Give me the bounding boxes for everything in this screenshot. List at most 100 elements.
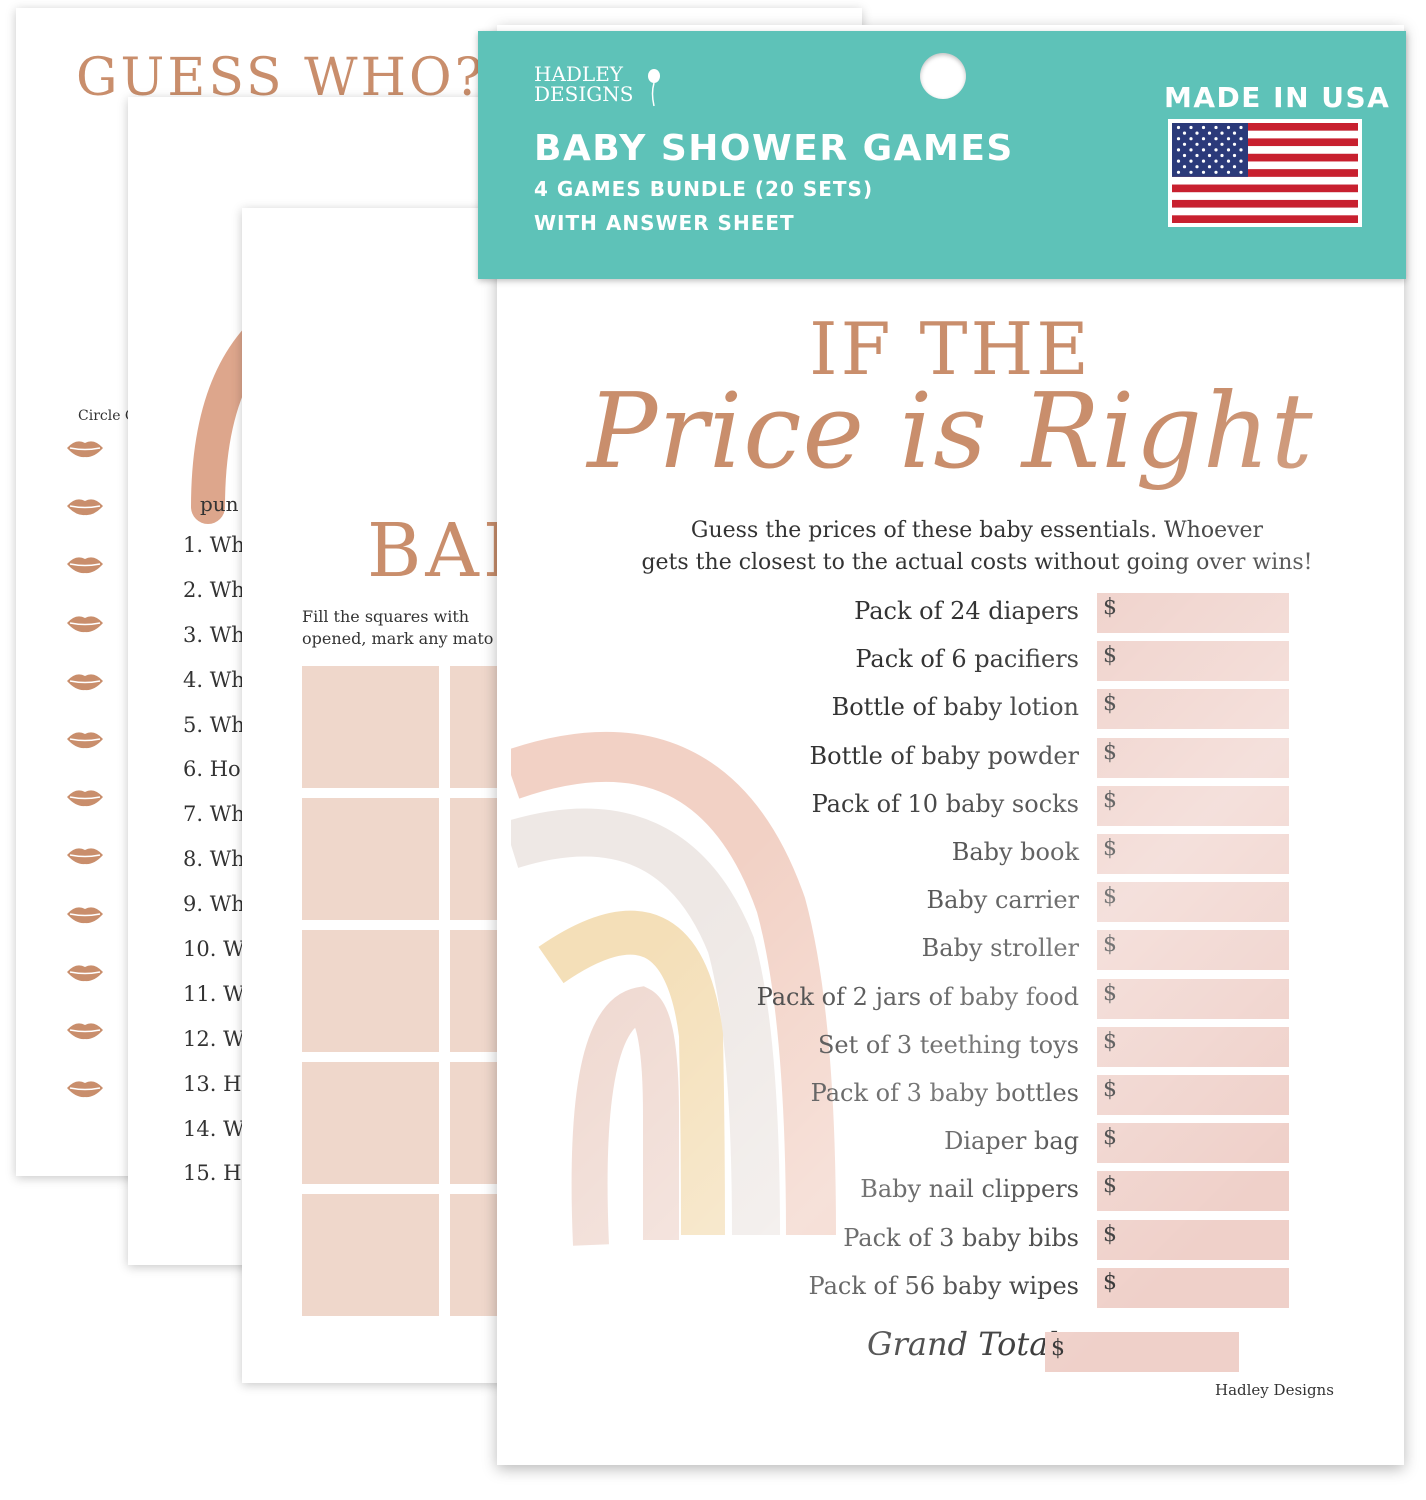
question-item: 9. Wh — [183, 892, 245, 917]
price-item-label: Baby carrier — [926, 886, 1079, 915]
currency-symbol: $ — [1103, 643, 1117, 669]
price-input-box[interactable]: $ — [1097, 1026, 1289, 1067]
price-item-row: Pack of 10 baby socks $ — [497, 785, 1404, 826]
made-in-usa-label: MADE IN USA — [1164, 81, 1391, 114]
usa-flag-icon — [1172, 123, 1358, 223]
currency-symbol: $ — [1051, 1336, 1065, 1361]
price-item-row: Pack of 56 baby wipes $ — [497, 1267, 1404, 1308]
lips-icon — [66, 1078, 104, 1098]
balloon-icon — [648, 69, 660, 107]
question-item: 12. W — [183, 1026, 245, 1051]
price-input-box[interactable]: $ — [1097, 641, 1289, 682]
bingo-cell[interactable] — [302, 798, 439, 920]
price-item-row: Baby carrier $ — [497, 882, 1404, 923]
price-input-box[interactable]: $ — [1097, 689, 1289, 730]
lips-icon — [66, 845, 104, 865]
currency-symbol: $ — [1103, 1077, 1117, 1102]
question-item: 3. Wh — [183, 622, 245, 647]
price-input-box[interactable]: $ — [1097, 834, 1289, 874]
price-item-label: Set of 3 teething toys — [817, 1030, 1079, 1059]
price-input-box[interactable]: $ — [1097, 785, 1289, 826]
price-item-label: Baby stroller — [921, 934, 1079, 963]
lips-icon — [66, 787, 104, 807]
lips-icon — [66, 496, 104, 516]
header-title: BABY SHOWER GAMES — [534, 128, 1014, 169]
header-subtitle1: 4 GAMES BUNDLE (20 SETS) — [534, 177, 874, 201]
currency-symbol: $ — [1103, 1125, 1117, 1151]
price-item-row: Set of 3 teething toys $ — [497, 1026, 1404, 1067]
hang-hole — [920, 53, 966, 99]
price-item-row: Baby stroller $ — [497, 930, 1404, 971]
question-item: 10. W — [183, 937, 245, 962]
price-item-row: Pack of 3 baby bottles $ — [497, 1075, 1404, 1115]
price-item-row: Baby nail clippers $ — [497, 1171, 1404, 1212]
price-item-label: Pack of 10 baby socks — [811, 789, 1079, 818]
currency-symbol: $ — [1103, 691, 1117, 717]
price-item-row: Baby book $ — [497, 834, 1404, 874]
lips-icon — [66, 729, 104, 749]
price-input-box[interactable]: $ — [1097, 737, 1289, 778]
price-item-row: Pack of 24 diapers $ — [497, 593, 1404, 633]
price-item-label: Pack of 6 pacifiers — [855, 645, 1079, 674]
grand-total-label: Grand Total: — [867, 1325, 1070, 1363]
price-item-label: Bottle of baby powder — [809, 741, 1079, 770]
price-input-box[interactable]: $ — [1097, 1171, 1289, 1212]
bingo-cell[interactable] — [302, 666, 439, 788]
question-item: 1. Wh — [183, 533, 245, 557]
bingo-instructions-line2: opened, mark any mato — [302, 629, 494, 648]
bingo-cell[interactable] — [302, 930, 439, 1052]
game-title-script: Price is Right — [587, 370, 1314, 492]
lips-icon — [66, 613, 104, 633]
grand-total-field[interactable]: $ — [1045, 1332, 1239, 1372]
price-input-box[interactable]: $ — [1097, 1219, 1289, 1260]
currency-symbol: $ — [1103, 1173, 1117, 1199]
price-item-label: Pack of 56 baby wipes — [808, 1271, 1079, 1300]
currency-symbol: $ — [1103, 739, 1117, 765]
price-input-box[interactable]: $ — [1097, 930, 1289, 971]
lips-icon — [66, 554, 104, 574]
bingo-cell[interactable] — [302, 1194, 439, 1316]
price-item-label: Pack of 24 diapers — [854, 597, 1079, 625]
currency-symbol: $ — [1103, 1269, 1117, 1295]
game-intro-line1: Guess the prices of these baby essential… — [690, 518, 1264, 543]
question-item: 2. Wh — [183, 577, 245, 602]
question-item: 5. Wh — [183, 712, 245, 737]
bingo-cell[interactable] — [302, 1062, 439, 1184]
price-input-box[interactable]: $ — [1097, 593, 1289, 633]
question-item: 8. Wh — [183, 847, 245, 872]
price-item-label: Baby book — [951, 838, 1079, 866]
price-item-row: Diaper bag $ — [497, 1123, 1404, 1164]
price-input-box[interactable]: $ — [1097, 882, 1289, 923]
question-item: 15. H — [183, 1161, 242, 1186]
lips-column — [66, 438, 104, 1136]
lips-icon — [66, 438, 104, 458]
header-subtitle2: WITH ANSWER SHEET — [534, 211, 795, 235]
question-item: 11. W — [183, 981, 245, 1006]
currency-symbol: $ — [1103, 980, 1117, 1006]
question-item: 4. Wh — [183, 667, 245, 692]
brand-line2: DESIGNS — [534, 82, 634, 106]
questions-intro: pun — [200, 492, 239, 516]
price-item-label: Pack of 2 jars of baby food — [756, 982, 1079, 1011]
price-input-box[interactable]: $ — [1097, 978, 1289, 1019]
bingo-title: BAI — [367, 508, 517, 594]
circle-instruction: Circle C — [78, 408, 136, 424]
lips-icon — [66, 962, 104, 982]
currency-symbol: $ — [1103, 595, 1117, 620]
price-item-row: Bottle of baby lotion $ — [497, 689, 1404, 730]
currency-symbol: $ — [1103, 836, 1117, 861]
price-input-box[interactable]: $ — [1097, 1123, 1289, 1164]
price-item-label: Diaper bag — [944, 1127, 1079, 1156]
price-item-row: Pack of 2 jars of baby food $ — [497, 978, 1404, 1019]
currency-symbol: $ — [1103, 1221, 1117, 1247]
brand-line1: HADLEY — [534, 62, 624, 86]
price-input-box[interactable]: $ — [1097, 1075, 1289, 1115]
currency-symbol: $ — [1103, 787, 1117, 813]
currency-symbol: $ — [1103, 1028, 1117, 1054]
game-intro-line2: gets the closest to the actual costs wit… — [641, 550, 1313, 575]
question-item: 14. W — [183, 1116, 245, 1141]
question-item: 6. Ho — [183, 757, 241, 782]
bingo-instructions: Fill the squares with opened, mark any m… — [302, 606, 562, 650]
price-input-box[interactable]: $ — [1097, 1267, 1289, 1308]
currency-symbol: $ — [1103, 932, 1117, 958]
